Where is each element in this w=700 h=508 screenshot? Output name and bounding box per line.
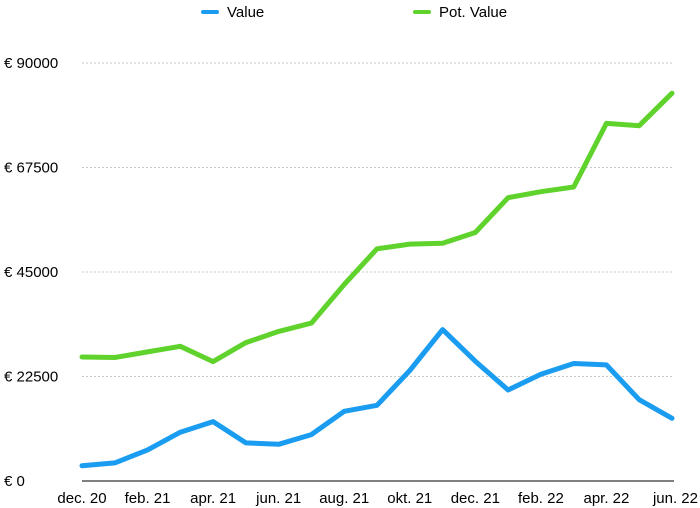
x-tick-label: apr. 22 <box>584 490 630 507</box>
x-tick-label: apr. 21 <box>190 490 236 507</box>
y-axis: € 0 € 22500 € 45000 € 67500 € 90000 <box>4 55 58 490</box>
x-tick-label: dec. 20 <box>57 490 106 507</box>
y-tick-label: € 90000 <box>4 55 58 72</box>
x-axis: dec. 20 feb. 21 apr. 21 jun. 21 aug. 21 okt. … <box>57 490 698 507</box>
x-tick-label: jun. 21 <box>255 490 301 507</box>
series-line-1 <box>79 90 675 365</box>
y-tick-label: € 45000 <box>4 264 58 281</box>
x-tick-label: dec. 21 <box>451 490 500 507</box>
series-lines <box>79 90 675 469</box>
legend-label-0: Value <box>227 4 264 21</box>
y-tick-label: € 22500 <box>4 369 58 386</box>
legend-label-1: Pot. Value <box>439 4 507 21</box>
x-tick-label: aug. 21 <box>319 490 369 507</box>
legend: Value Pot. Value <box>201 4 507 21</box>
series-line-0 <box>79 327 675 469</box>
x-tick-label: feb. 21 <box>125 490 171 507</box>
x-tick-label: jun. 22 <box>652 490 698 507</box>
y-tick-label: € 67500 <box>4 160 58 177</box>
x-tick-label: feb. 22 <box>518 490 564 507</box>
gridlines <box>82 62 674 482</box>
x-tick-label: okt. 21 <box>387 490 432 507</box>
y-tick-label: € 0 <box>4 473 25 490</box>
